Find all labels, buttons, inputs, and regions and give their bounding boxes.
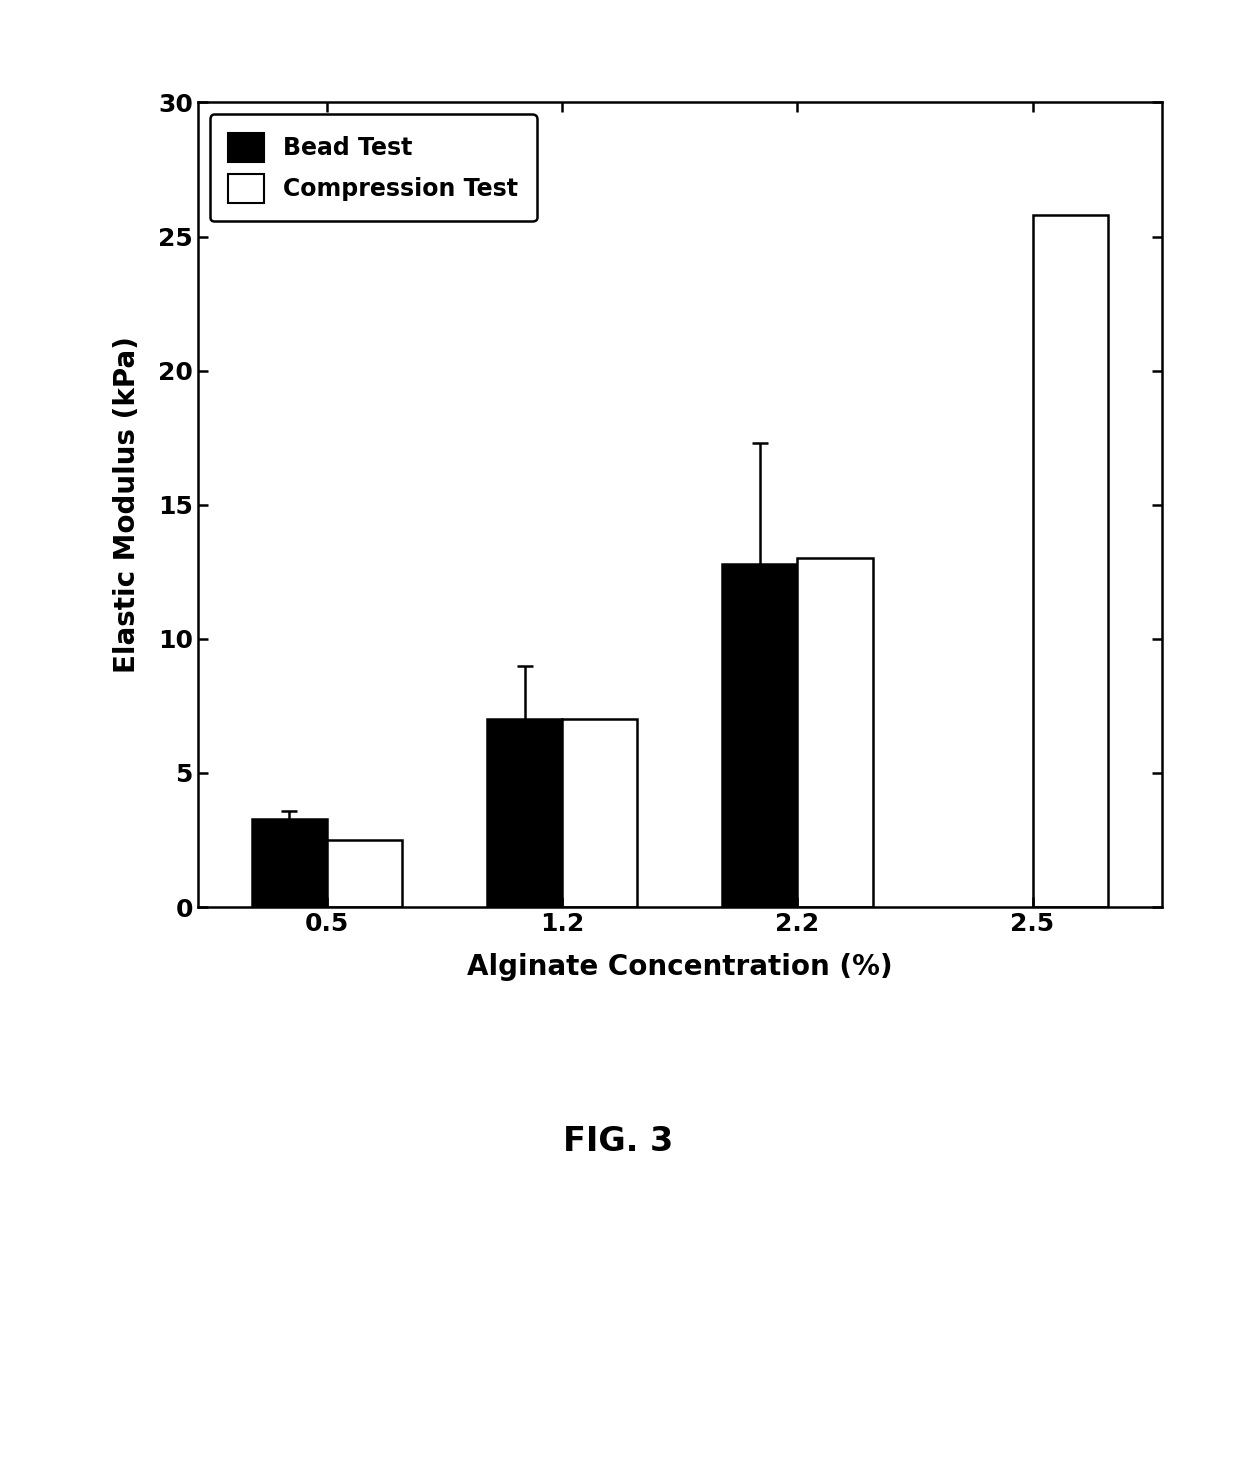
Text: FIG. 3: FIG. 3 (562, 1125, 674, 1157)
Bar (487, 720, 562, 907)
Bar (722, 563, 797, 907)
X-axis label: Alginate Concentration (%): Alginate Concentration (%) (467, 952, 892, 980)
Bar (252, 818, 328, 907)
Legend: Bead Test, Compression Test: Bead Test, Compression Test (210, 114, 536, 221)
Bar (328, 840, 403, 907)
Y-axis label: Elastic Modulus (kPa): Elastic Modulus (kPa) (114, 336, 141, 673)
Bar (797, 559, 873, 907)
Bar (562, 720, 638, 907)
Bar (1032, 215, 1107, 907)
